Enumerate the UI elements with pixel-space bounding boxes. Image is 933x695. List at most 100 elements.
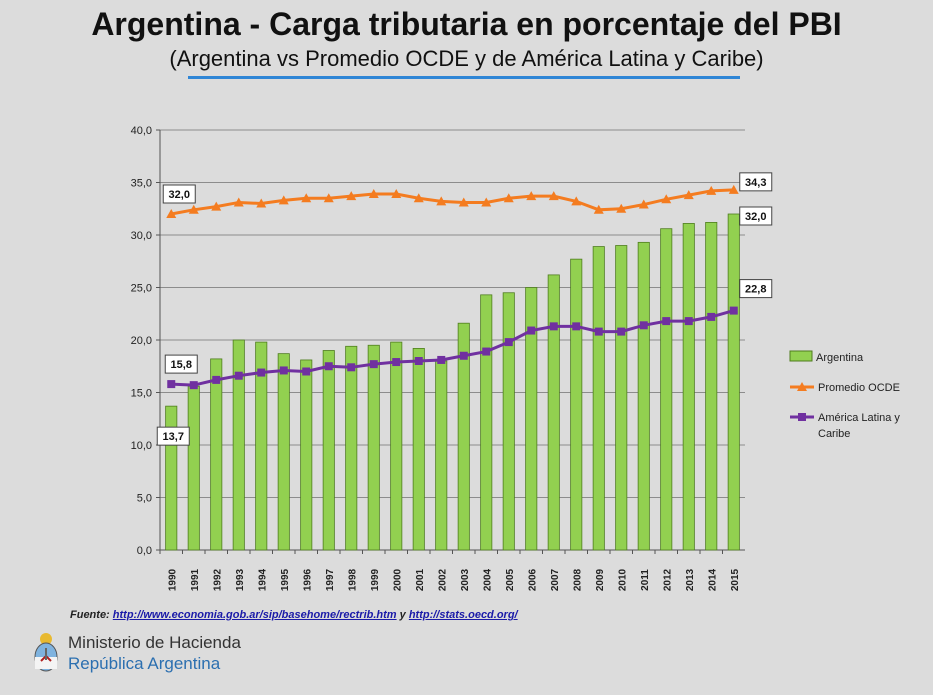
legend-marker-latam <box>798 413 806 421</box>
x-tick-label: 1991 <box>190 568 201 591</box>
country-name: República Argentina <box>68 654 221 673</box>
y-tick-label: 20,0 <box>131 335 152 347</box>
data-label: 15,8 <box>171 359 192 371</box>
x-tick-label: 2003 <box>460 568 471 591</box>
bar-argentina <box>637 241 650 551</box>
point-america-latina-y-caribe <box>527 326 536 335</box>
chart-title: Argentina - Carga tributaria en porcenta… <box>91 6 842 42</box>
data-label-box <box>739 279 773 299</box>
legend-label-latam: Caribe <box>818 428 850 440</box>
x-tick-label: 2002 <box>437 568 448 591</box>
point-promedio-ocde <box>638 199 649 209</box>
point-america-latina-y-caribe <box>459 351 468 360</box>
legend-marker-ocde <box>797 382 807 391</box>
x-tick-label: 1994 <box>257 568 268 591</box>
bar-argentina <box>660 228 673 551</box>
bar-argentina <box>255 341 268 551</box>
x-tick-label: 1995 <box>280 568 291 591</box>
x-tick-label: 1998 <box>347 568 358 591</box>
bar-argentina <box>187 385 200 551</box>
point-promedio-ocde <box>166 209 177 218</box>
point-america-latina-y-caribe <box>594 327 603 336</box>
point-promedio-ocde <box>368 189 379 199</box>
legend-label-latam: América Latina y <box>818 412 900 424</box>
y-tick-label: 40,0 <box>131 125 152 137</box>
point-america-latina-y-caribe <box>167 380 176 389</box>
x-tick-label: 2004 <box>482 568 493 591</box>
point-promedio-ocde <box>278 195 289 205</box>
data-label-box <box>162 184 196 204</box>
bar-argentina <box>412 347 425 551</box>
bar-argentina <box>615 245 628 551</box>
point-america-latina-y-caribe <box>369 360 378 369</box>
point-promedio-ocde <box>436 196 447 206</box>
x-tick-label: 1992 <box>212 568 223 591</box>
ministry-name: Ministerio de Hacienda <box>68 633 241 652</box>
point-promedio-ocde <box>211 201 222 211</box>
legend-swatch-argentina <box>789 350 813 362</box>
x-tick-label: 2005 <box>505 568 516 591</box>
source-link-oecd[interactable]: http://stats.oecd.org/ <box>408 609 518 621</box>
data-label-box <box>156 426 190 446</box>
point-promedio-ocde <box>526 191 537 201</box>
bar-argentina <box>322 350 335 551</box>
bar-argentina <box>457 322 470 551</box>
point-promedio-ocde <box>548 191 559 201</box>
bar-argentina <box>390 341 403 551</box>
data-label-box <box>739 172 773 192</box>
point-promedio-ocde <box>256 198 267 208</box>
x-tick-label: 2011 <box>640 569 651 591</box>
y-tick-label: 30,0 <box>131 230 152 242</box>
point-america-latina-y-caribe <box>662 317 671 326</box>
source-prefix: Fuente: <box>70 609 113 621</box>
argentina-coat-of-arms-icon <box>34 633 58 672</box>
point-promedio-ocde <box>683 190 694 200</box>
bar-argentina <box>525 287 538 551</box>
x-tick-label: 2010 <box>617 568 628 591</box>
point-america-latina-y-caribe <box>617 327 626 336</box>
bar-argentina <box>367 344 380 551</box>
source-note: Fuente: http://www.economia.gob.ar/sip/b… <box>70 609 518 621</box>
bar-argentina <box>682 223 695 551</box>
point-america-latina-y-caribe <box>684 317 693 326</box>
x-tick-label: 1990 <box>167 568 178 591</box>
x-tick-label: 2008 <box>572 568 583 591</box>
point-america-latina-y-caribe <box>257 368 266 377</box>
point-america-latina-y-caribe <box>572 322 581 331</box>
data-label-box <box>164 354 198 374</box>
x-tick-label: 2012 <box>662 568 673 591</box>
y-tick-label: 10,0 <box>131 440 152 452</box>
y-tick-label: 0,0 <box>137 545 152 557</box>
bar-argentina <box>502 292 515 551</box>
legend-label-ocde: Promedio OCDE <box>818 382 900 394</box>
x-tick-label: 1993 <box>235 568 246 591</box>
bar-argentina <box>300 359 313 551</box>
x-tick-label: 2000 <box>392 568 403 591</box>
source-link-economia[interactable]: http://www.economia.gob.ar/sip/basehome/… <box>112 609 397 621</box>
point-america-latina-y-caribe <box>639 321 648 330</box>
x-tick-label: 2013 <box>685 568 696 591</box>
x-tick-label: 2015 <box>730 568 741 591</box>
bar-argentina <box>480 294 493 551</box>
point-promedio-ocde <box>391 189 402 199</box>
x-tick-label: 2009 <box>595 568 606 591</box>
x-tick-label: 1997 <box>325 568 336 591</box>
point-america-latina-y-caribe <box>437 355 446 364</box>
bar-argentina <box>727 213 740 551</box>
point-america-latina-y-caribe <box>392 358 401 367</box>
bar-argentina <box>570 258 583 551</box>
data-label: 13,7 <box>163 431 184 443</box>
point-america-latina-y-caribe <box>212 375 221 384</box>
x-tick-label: 2001 <box>415 568 426 591</box>
point-promedio-ocde <box>593 204 604 214</box>
point-promedio-ocde <box>503 193 514 203</box>
point-promedio-ocde <box>323 193 334 203</box>
y-tick-label: 5,0 <box>137 493 152 505</box>
bar-argentina <box>435 360 448 551</box>
point-promedio-ocde <box>661 194 672 204</box>
x-tick-label: 2006 <box>527 568 538 591</box>
bar-argentina <box>345 345 358 551</box>
data-label: 34,3 <box>745 177 766 189</box>
bar-argentina <box>232 339 245 551</box>
bar-argentina <box>277 353 290 551</box>
